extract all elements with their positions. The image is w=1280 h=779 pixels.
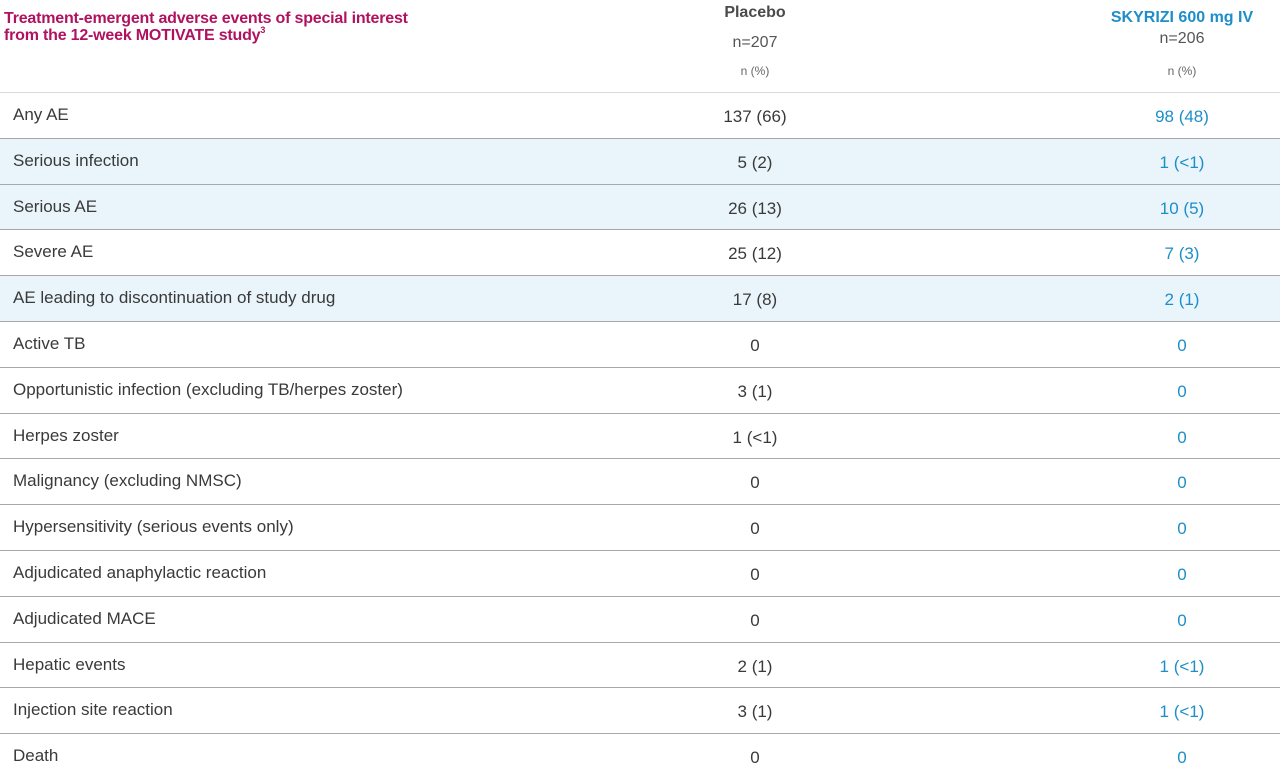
skyrizi-value: 98 (48) [1155, 107, 1209, 126]
skyrizi-value: 0 [1177, 381, 1187, 401]
skyrizi-sample-size: n=206 [1159, 30, 1205, 47]
table-row: Malignancy (excluding NMSC) 0 0 [0, 458, 1280, 504]
row-label: Hepatic events [13, 654, 126, 674]
row-label: Serious infection [13, 150, 139, 170]
placebo-value: 5 (2) [737, 152, 773, 172]
skyrizi-unit-label: n (%) [1167, 64, 1197, 78]
row-label: Injection site reaction [13, 700, 173, 720]
title-reference-superscript: 3 [260, 24, 266, 35]
table-row: Hepatic events 2 (1) 1 (<1) [0, 641, 1280, 688]
placebo-value: 0 [750, 748, 760, 768]
placebo-value: 26 (13) [728, 198, 782, 218]
placebo-column-header: Placebo n=207 n (%) [655, 2, 855, 80]
skyrizi-value: 0 [1177, 335, 1187, 355]
table-row: Serious AE 26 (13) 10 (5) [0, 183, 1280, 230]
row-label: Active TB [13, 333, 86, 353]
placebo-value: 2 (1) [737, 656, 773, 676]
table-row: Active TB 0 0 [0, 320, 1280, 367]
placebo-value: 0 [750, 564, 760, 584]
row-label: Death [13, 746, 59, 766]
placebo-sample-size: n=207 [732, 34, 778, 51]
skyrizi-value: 0 [1177, 610, 1187, 630]
table-row: Injection site reaction 3 (1) 1 (<1) [0, 687, 1280, 733]
row-label: Adjudicated anaphylactic reaction [13, 562, 267, 582]
placebo-value: 3 (1) [737, 381, 773, 401]
skyrizi-value: 0 [1177, 473, 1187, 493]
row-label: AE leading to discontinuation of study d… [13, 288, 336, 308]
row-label: Any AE [13, 105, 69, 124]
row-label: Herpes zoster [13, 425, 119, 445]
placebo-column-name: Placebo [724, 4, 786, 21]
skyrizi-value: 1 (<1) [1159, 702, 1205, 722]
table-row: Serious infection 5 (2) 1 (<1) [0, 137, 1280, 184]
placebo-value: 17 (8) [732, 290, 778, 310]
skyrizi-value: 10 (5) [1159, 198, 1205, 218]
skyrizi-value: 0 [1177, 427, 1187, 447]
table-row: Hypersensitivity (serious events only) 0 0 [0, 504, 1280, 550]
row-label: Severe AE [13, 242, 94, 262]
skyrizi-value: 2 (1) [1164, 290, 1200, 310]
table-row: Any AE 137 (66) 98 (48) [0, 92, 1280, 138]
placebo-value: 25 (12) [728, 244, 782, 264]
placebo-value: 0 [750, 473, 760, 493]
placebo-value: 1 (<1) [732, 427, 778, 447]
placebo-value: 0 [750, 519, 760, 539]
table-row: Opportunistic infection (excluding TB/he… [0, 366, 1280, 413]
skyrizi-value: 0 [1177, 519, 1187, 539]
row-label: Malignancy (excluding NMSC) [13, 471, 242, 491]
skyrizi-value: 1 (<1) [1159, 152, 1205, 172]
table-body: Any AE 137 (66) 98 (48) Serious infection 5 … [0, 92, 1280, 779]
table-row: AE leading to discontinuation of study d… [0, 275, 1280, 321]
skyrizi-value: 0 [1177, 748, 1187, 768]
row-label: Opportunistic infection (excluding TB/he… [13, 379, 403, 399]
table-header: Treatment-emergent adverse events of spe… [0, 0, 1280, 92]
table-row: Herpes zoster 1 (<1) 0 [0, 412, 1280, 459]
table-row: Adjudicated MACE 0 0 [0, 595, 1280, 642]
placebo-value: 137 (66) [723, 107, 787, 126]
skyrizi-column-header: SKYRIZI 600 mg IV n=206 n (%) [1082, 2, 1280, 80]
row-label: Adjudicated MACE [13, 608, 156, 628]
skyrizi-column-name: SKYRIZI 600 mg IV [1110, 9, 1254, 26]
placebo-value: 3 (1) [737, 702, 773, 722]
row-label: Hypersensitivity (serious events only) [13, 517, 294, 537]
table-row: Adjudicated anaphylactic reaction 0 0 [0, 549, 1280, 596]
table-title: Treatment-emergent adverse events of spe… [4, 10, 444, 44]
table-row: Death 0 0 [0, 733, 1280, 779]
skyrizi-value: 0 [1177, 564, 1187, 584]
row-label: Serious AE [13, 196, 98, 216]
skyrizi-value: 1 (<1) [1159, 656, 1205, 676]
placebo-value: 0 [750, 610, 760, 630]
table-row: Severe AE 25 (12) 7 (3) [0, 229, 1280, 275]
placebo-value: 0 [750, 335, 760, 355]
skyrizi-value: 7 (3) [1164, 244, 1200, 264]
table-title-text: Treatment-emergent adverse events of spe… [4, 10, 408, 44]
placebo-unit-label: n (%) [740, 64, 770, 78]
